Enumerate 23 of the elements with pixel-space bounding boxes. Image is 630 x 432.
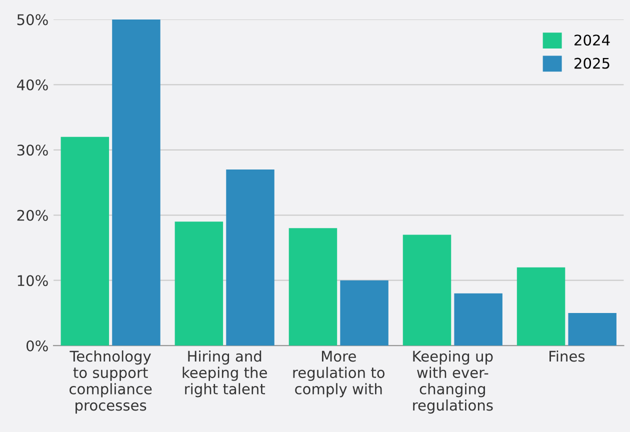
- y-tick-label: 10%: [18, 275, 48, 286]
- bar: [340, 280, 388, 346]
- bar: [174, 222, 224, 346]
- x-tick-label: Technology to support compliance processes: [70, 350, 152, 414]
- y-tick-label: 40%: [16, 79, 48, 90]
- bar: [288, 228, 338, 346]
- bar: [516, 267, 566, 346]
- y-tick-label: 30%: [17, 144, 48, 156]
- x-tick-label: Hiring and keeping the right talent: [182, 350, 267, 398]
- y-tick-label: 0%: [26, 340, 48, 352]
- bar: [112, 19, 160, 346]
- x-tick-label: More regulation to comply with: [293, 350, 384, 398]
- y-tick-label: 50%: [17, 14, 48, 26]
- bar: [454, 293, 502, 346]
- bar: [568, 312, 616, 346]
- bar: [226, 169, 274, 346]
- y-tick-label: 20%: [17, 210, 48, 221]
- legend-label: 2024: [574, 34, 610, 46]
- bar: [402, 234, 452, 346]
- x-tick-label: Fines: [550, 350, 585, 362]
- bar: [60, 136, 110, 346]
- x-tick-label: Keeping up with ever- changing regulations: [413, 350, 493, 414]
- legend-label: 2025: [574, 58, 610, 69]
